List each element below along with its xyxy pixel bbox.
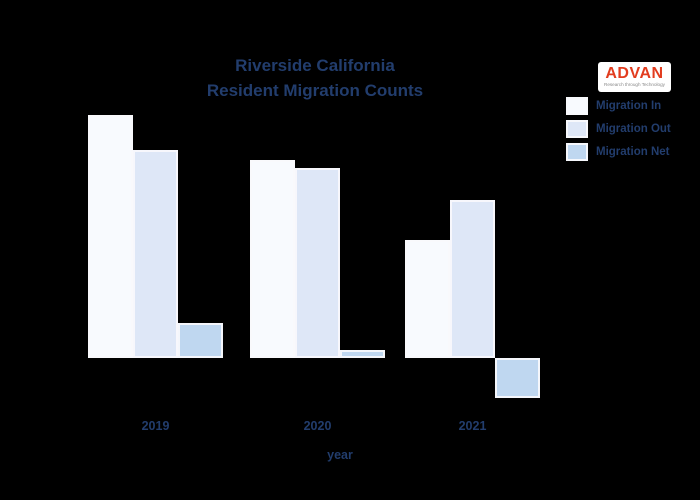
bar-migration-net-2019: [178, 323, 223, 358]
bar-migration-net-2021: [495, 358, 540, 398]
legend-label: Migration Net: [596, 146, 670, 158]
x-tick-2019: 2019: [141, 419, 170, 433]
advan-logo: ADVAN Research through Technology: [598, 62, 671, 92]
legend-item-migration-in: Migration In: [566, 97, 671, 115]
legend-label: Migration Out: [596, 123, 671, 135]
bar-migration-in-2021: [405, 240, 450, 358]
bar-migration-out-2020: [295, 168, 340, 358]
chart-title: Riverside California Resident Migration …: [85, 53, 545, 103]
bar-migration-in-2020: [250, 160, 295, 358]
legend-item-migration-net: Migration Net: [566, 143, 671, 161]
legend-item-migration-out: Migration Out: [566, 120, 671, 138]
x-axis-title: year: [327, 448, 353, 462]
bar-migration-net-2020: [340, 350, 385, 358]
bar-migration-out-2021: [450, 200, 495, 358]
legend-swatch-icon: [566, 143, 588, 161]
advan-logo-text: ADVAN: [605, 65, 664, 82]
bar-migration-in-2019: [88, 115, 133, 358]
legend-label: Migration In: [596, 100, 662, 112]
legend-swatch-icon: [566, 97, 588, 115]
chart-title-line2: Resident Migration Counts: [206, 81, 424, 100]
x-tick-2020: 2020: [303, 419, 332, 433]
x-tick-2021: 2021: [458, 419, 487, 433]
bar-migration-out-2019: [133, 150, 178, 358]
chart-title-line1: Riverside California: [235, 56, 395, 75]
legend: Migration In Migration Out Migration Net: [566, 97, 671, 166]
advan-logo-tagline: Research through Technology: [604, 82, 665, 87]
legend-swatch-icon: [566, 120, 588, 138]
